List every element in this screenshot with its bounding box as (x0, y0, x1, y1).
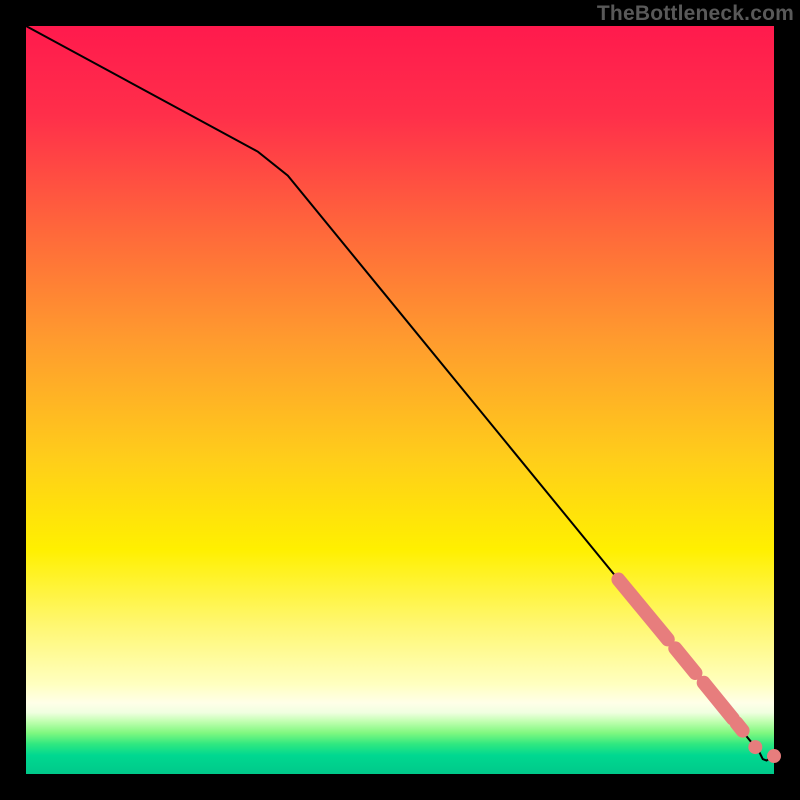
chart-container: TheBottleneck.com (0, 0, 800, 800)
highlight-segment (737, 723, 743, 730)
plot-background (26, 26, 774, 774)
chart-svg (0, 0, 800, 800)
curve-end-dot (748, 740, 762, 754)
curve-end-dot (767, 749, 781, 763)
